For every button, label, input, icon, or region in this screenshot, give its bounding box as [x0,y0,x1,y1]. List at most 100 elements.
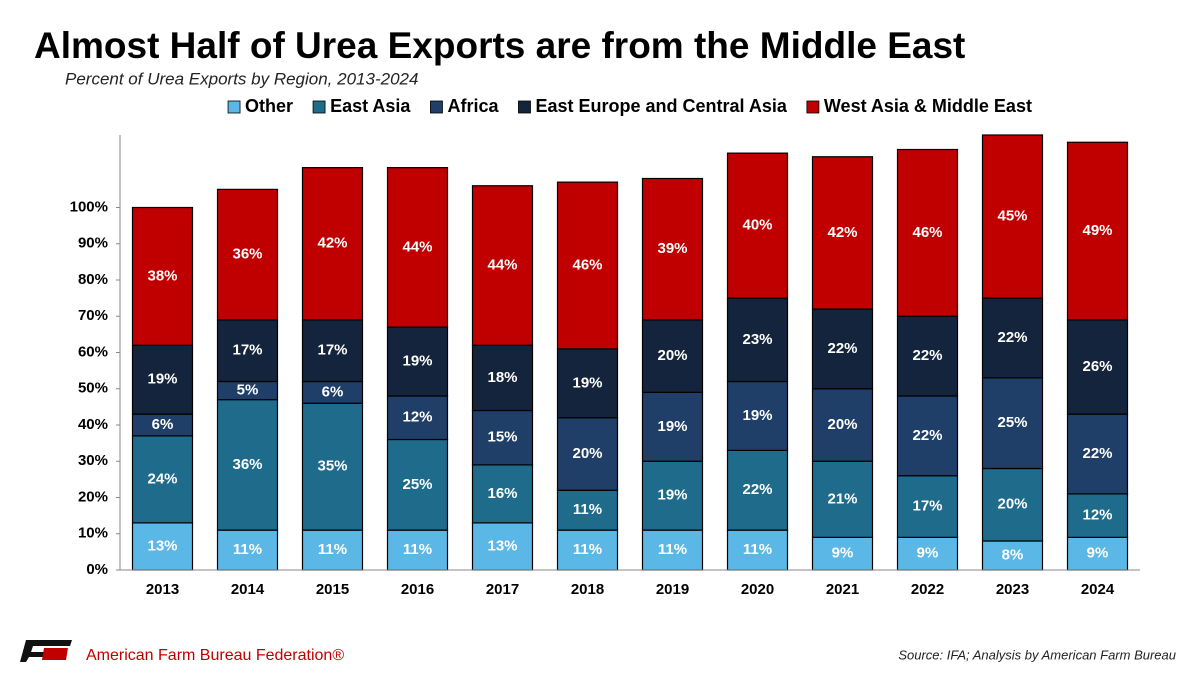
x-tick-label: 2022 [911,581,944,598]
bar-segment [471,522,534,571]
data-label: 11% [403,541,432,558]
bar-segment [386,438,449,531]
y-tick-label: 50% [78,380,108,397]
bar-segment [981,377,1044,470]
data-label: 20% [657,347,687,364]
data-label: 20% [572,445,602,462]
data-label: 22% [742,481,772,498]
y-tick-label: 90% [78,235,108,252]
bar-segment [896,475,959,538]
data-label: 36% [232,456,262,473]
bar-segment [556,181,619,350]
data-label: 19% [147,371,177,388]
data-label: 44% [402,238,432,255]
bar-segment [1066,141,1129,321]
data-label: 44% [487,256,517,273]
data-label: 8% [1002,546,1024,563]
x-tick-label: 2020 [741,581,774,598]
data-label: 22% [912,427,942,444]
data-label: 22% [997,329,1027,346]
legend-label: East Asia [330,96,411,116]
bar-segment [131,206,194,346]
data-label: 46% [572,256,602,273]
bar-segment [216,188,279,321]
logo [20,640,72,662]
bar-segment [556,489,619,531]
x-tick-label: 2023 [996,581,1029,598]
bar-segment [301,167,364,321]
data-label: 40% [742,217,772,234]
bar-segment [556,348,619,419]
bar-segment [301,529,364,571]
data-label: 9% [832,545,854,562]
data-label: 11% [658,541,687,558]
bar-segment [1066,413,1129,495]
data-label: 22% [912,347,942,364]
data-label: 12% [1082,507,1112,524]
bar-segment [981,134,1044,299]
data-label: 19% [742,407,772,424]
data-label: 19% [572,374,602,391]
data-label: 21% [827,490,857,507]
chart-subtitle: Percent of Urea Exports by Region, 2013-… [65,69,418,88]
bar-segment [1066,536,1129,571]
bar-segment [301,402,364,531]
source-note: Source: IFA; Analysis by American Farm B… [898,647,1176,662]
data-label: 9% [917,545,939,562]
x-tick-label: 2017 [486,581,519,598]
data-label: 15% [487,429,517,446]
bar-segment [471,464,534,524]
bar-segment [726,380,789,451]
data-label: 22% [827,340,857,357]
data-label: 13% [487,537,517,554]
bar-segment [641,177,704,321]
data-label: 17% [912,498,942,515]
legend-label: Other [245,96,293,116]
data-label: 13% [147,537,177,554]
bar-segment [1066,493,1129,538]
data-label: 5% [237,382,259,399]
data-label: 42% [317,235,347,252]
data-label: 6% [152,416,174,433]
data-label: 24% [147,470,177,487]
data-label: 12% [402,409,432,426]
y-tick-label: 40% [78,416,108,433]
data-label: 26% [1082,358,1112,375]
data-label: 16% [487,485,517,502]
x-tick-label: 2018 [571,581,604,598]
bar-segment [726,152,789,299]
legend-label: Africa [447,96,499,116]
x-tick-label: 2014 [231,581,265,598]
data-label: 42% [827,224,857,241]
chart-title: Almost Half of Urea Exports are from the… [34,25,965,66]
data-label: 19% [657,487,687,504]
data-label: 35% [317,458,347,475]
y-tick-label: 100% [70,198,108,215]
data-label: 22% [1082,445,1112,462]
x-tick-label: 2019 [656,581,689,598]
brand-name: American Farm Bureau Federation® [86,647,344,664]
bar-segment [301,319,364,383]
data-label: 11% [743,541,772,558]
data-label: 39% [657,240,687,257]
data-label: 19% [402,353,432,370]
bar-segment [641,391,704,462]
data-label: 25% [997,414,1027,431]
data-label: 49% [1082,222,1112,239]
data-label: 46% [912,224,942,241]
data-label: 11% [318,541,347,558]
legend: Other East Asia Africa East Europe and Cent… [227,96,1032,116]
bar-segment [386,529,449,571]
bar-segment [896,148,959,317]
data-label: 18% [487,369,517,386]
data-label: 17% [232,342,262,359]
legend-label: East Europe and Central Asia [535,96,787,116]
bar-segment [641,460,704,531]
bar-segment [556,529,619,571]
y-tick-label: 30% [78,452,108,469]
y-tick-label: 0% [86,561,108,578]
bar-segment [896,315,959,397]
bar-segment [896,536,959,571]
